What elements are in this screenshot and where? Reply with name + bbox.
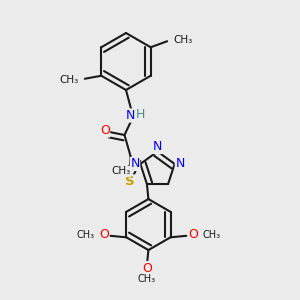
Text: CH₃: CH₃ (76, 230, 94, 240)
Text: N: N (126, 109, 135, 122)
Text: O: O (142, 262, 152, 275)
Text: O: O (99, 228, 109, 242)
Text: CH₃: CH₃ (202, 230, 221, 240)
Text: CH₃: CH₃ (59, 75, 78, 85)
Text: N: N (130, 158, 140, 170)
Text: O: O (100, 124, 110, 137)
Text: CH₃: CH₃ (174, 35, 193, 45)
Text: CH₃: CH₃ (138, 274, 156, 284)
Text: CH₃: CH₃ (111, 167, 130, 176)
Text: N: N (153, 140, 162, 154)
Text: N: N (175, 158, 185, 170)
Text: O: O (188, 228, 198, 242)
Text: H: H (136, 108, 145, 121)
Text: S: S (125, 175, 135, 188)
